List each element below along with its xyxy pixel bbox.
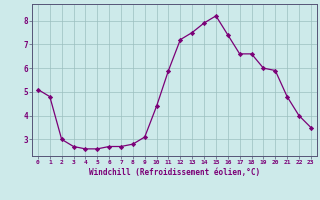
X-axis label: Windchill (Refroidissement éolien,°C): Windchill (Refroidissement éolien,°C) [89, 168, 260, 177]
